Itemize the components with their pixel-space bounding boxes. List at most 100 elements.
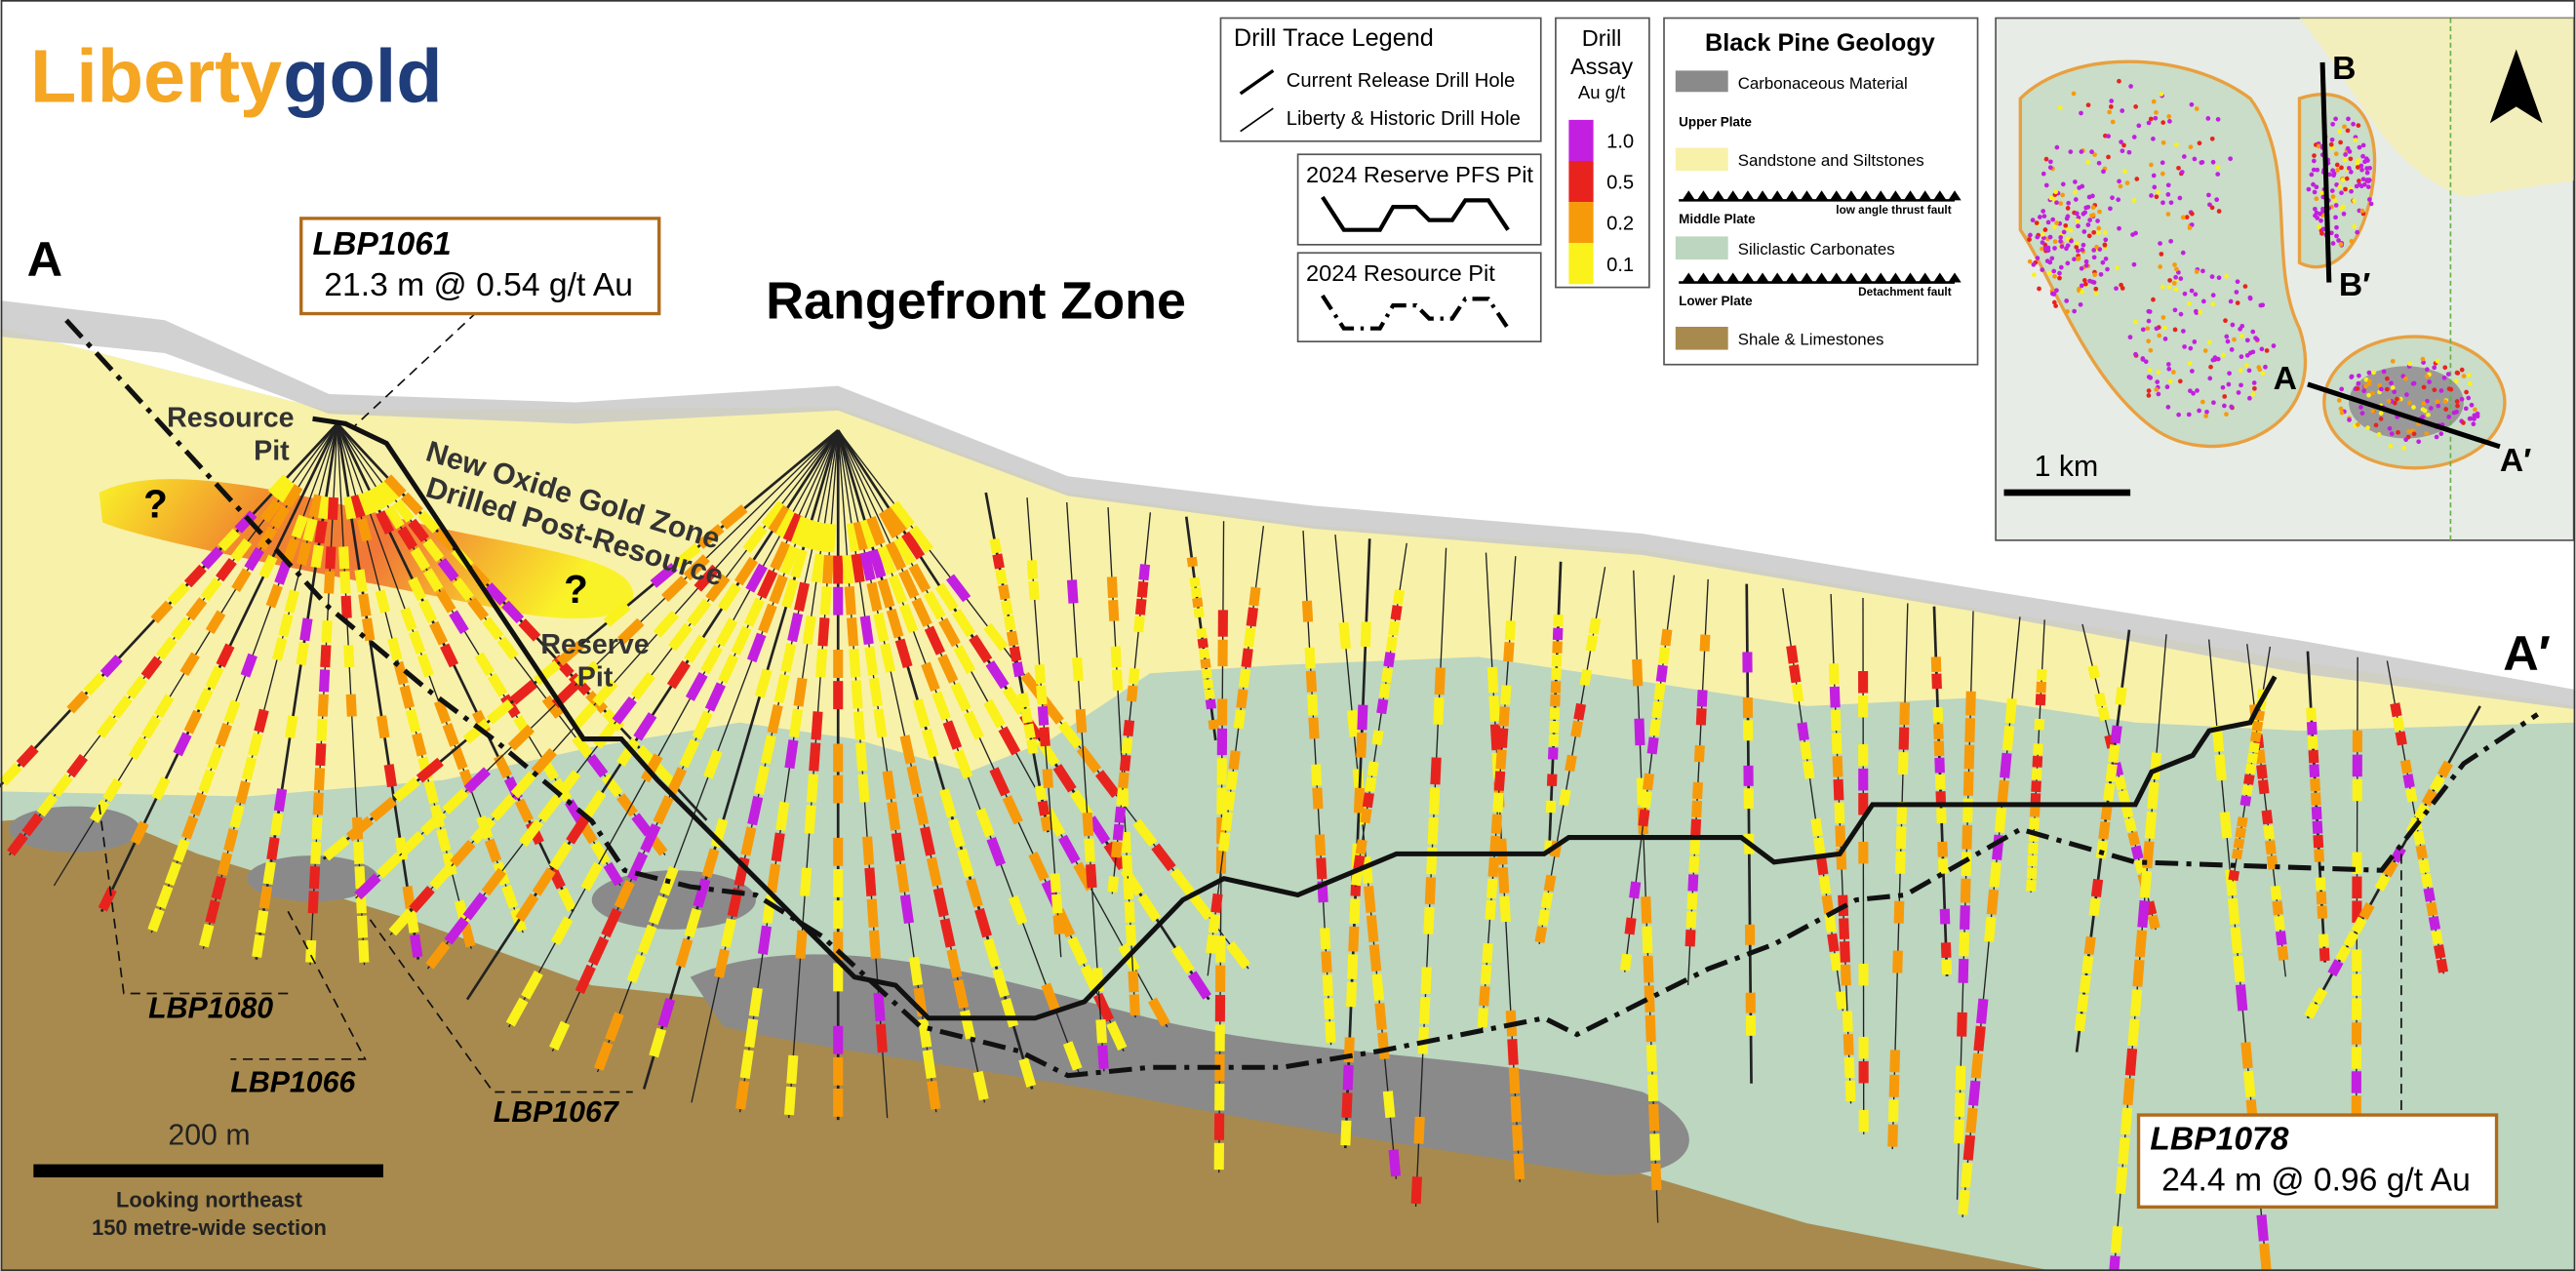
inset-dot (2387, 425, 2393, 431)
inset-dot (2096, 225, 2102, 231)
assay-interval (684, 907, 702, 938)
assay-interval (1350, 870, 1364, 887)
assay-interval (1371, 730, 1384, 746)
inset-dot (2093, 291, 2099, 296)
assay-interval (602, 708, 625, 733)
assay-interval (640, 823, 661, 854)
assay-interval (774, 509, 798, 538)
inset-dot (2334, 233, 2339, 239)
inset-dot (2120, 148, 2125, 154)
inset-dot (2079, 110, 2083, 116)
assay-interval (667, 622, 694, 652)
assay-interval (216, 643, 235, 668)
oxide-zone (99, 479, 634, 618)
assay-interval (1210, 893, 1223, 913)
assay-interval (2083, 935, 2096, 955)
inset-dot (2328, 141, 2334, 147)
inset-dot (2057, 105, 2063, 110)
assay-interval (1955, 1065, 1966, 1091)
assay-interval (518, 818, 544, 848)
inset-dot (2100, 259, 2106, 265)
assay-interval (694, 564, 720, 592)
legend-symbol (1321, 195, 1510, 232)
inset-dot (2146, 388, 2152, 393)
logo-gold: gold (283, 34, 442, 118)
assay-interval (16, 744, 39, 768)
inset-dot (2454, 399, 2460, 404)
assay-interval (273, 788, 288, 813)
assay-interval (951, 608, 975, 638)
assay-interval (851, 553, 865, 583)
assay-interval (901, 531, 926, 560)
assay-interval (66, 754, 88, 778)
assay-interval (1355, 839, 1367, 855)
assay-interval (418, 599, 438, 623)
assay-interval (1346, 709, 1360, 737)
inset-dot (2109, 104, 2114, 109)
legend-group: Lower Plate (1679, 294, 1753, 308)
assay-interval (673, 543, 701, 569)
assay-interval (1026, 559, 1039, 579)
inset-dot (2337, 129, 2343, 135)
assay-interval (2436, 958, 2448, 973)
assay-interval (938, 617, 961, 648)
inset-dot (2085, 159, 2091, 165)
assay-interval (601, 907, 622, 938)
assay-interval (345, 694, 357, 717)
assay-interval (255, 909, 269, 933)
assay-interval (1507, 1038, 1519, 1065)
assay-interval (912, 697, 931, 729)
assay-interval (257, 526, 278, 550)
inset-dot (2338, 206, 2344, 212)
assay-interval (325, 546, 337, 570)
assay-interval (1042, 769, 1054, 789)
leader (230, 910, 367, 1060)
inset-dot (2054, 220, 2060, 225)
inset-dot (2040, 267, 2045, 273)
assay-interval (2306, 707, 2317, 721)
assay-interval (614, 879, 635, 910)
assay-interval (2307, 735, 2318, 749)
question-mark: ? (564, 567, 588, 612)
inset-dot (2148, 375, 2154, 380)
assay-interval (1482, 942, 1493, 964)
assay-interval (616, 793, 638, 817)
legend-symbol (1321, 294, 1510, 331)
assay-interval (1186, 556, 1198, 568)
assay-interval (223, 699, 241, 725)
assay-interval (2304, 1001, 2320, 1019)
assay-interval (2429, 775, 2445, 793)
assay-interval (866, 581, 883, 612)
assay-interval (779, 544, 800, 576)
inset-dot (2365, 184, 2371, 189)
assay-interval (1934, 757, 1945, 774)
inset-dot (2250, 329, 2256, 335)
assay-interval (1129, 994, 1140, 1016)
assay-interval (586, 754, 609, 778)
inset-dot (2151, 173, 2157, 179)
inset-dot (2149, 162, 2154, 168)
inset-dot (2082, 210, 2087, 216)
inset-dot (2168, 200, 2174, 206)
assay-interval (262, 861, 276, 885)
assay-interval (501, 885, 519, 909)
inset-dot (2154, 194, 2160, 200)
assay-interval (2256, 1214, 2269, 1242)
inset-dot (2258, 302, 2264, 308)
inset-dot (2106, 154, 2111, 160)
inset-dot (2096, 230, 2101, 235)
assay-interval (507, 724, 535, 751)
assay-interval (0, 762, 22, 786)
assay-interval (440, 643, 459, 668)
assay-interval (819, 585, 832, 616)
assay-interval (1579, 668, 1593, 687)
assay-interval (963, 710, 984, 740)
assay-interval (2311, 806, 2322, 820)
inset-dot (2076, 248, 2081, 254)
inset-dot (2119, 139, 2123, 144)
inset-dot (2166, 366, 2172, 372)
inset-dot (2360, 177, 2366, 182)
assay-interval (1503, 642, 1515, 662)
section-start: A (27, 231, 62, 287)
assay-interval (1084, 838, 1095, 862)
